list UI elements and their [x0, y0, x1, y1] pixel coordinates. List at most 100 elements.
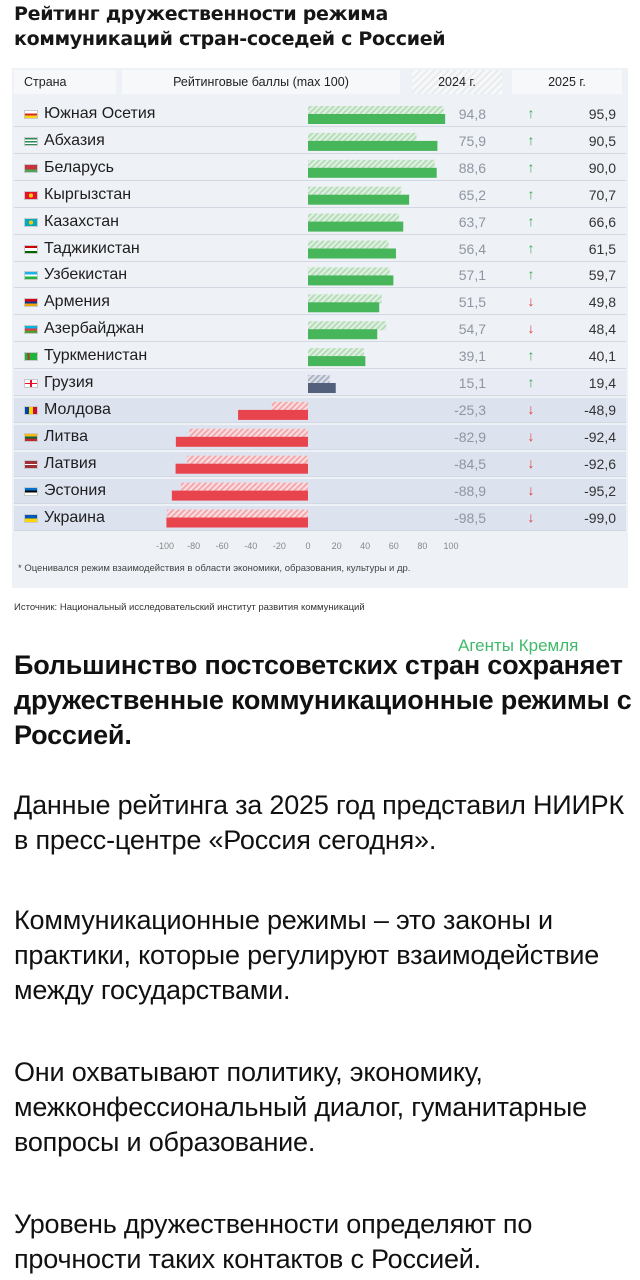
value-2024: -84,5 [454, 455, 486, 472]
country-name: Абхазия [44, 131, 105, 149]
flag-moldova-icon [24, 405, 38, 415]
x-tick-label: 20 [331, 541, 342, 551]
arrow-up-icon: ↑ [527, 185, 535, 202]
country-name: Беларусь [44, 158, 114, 176]
bar-2024 [271, 401, 308, 411]
bar-2025 [308, 248, 396, 259]
bar-2024 [308, 240, 389, 250]
arrow-down-icon: ↓ [527, 400, 535, 417]
bar-2025 [308, 383, 336, 393]
value-2025: 66,6 [588, 213, 616, 230]
country-name: Армения [44, 293, 110, 311]
bar-2024 [308, 159, 435, 169]
bar-2025 [308, 356, 366, 367]
bar-2025 [308, 167, 437, 178]
value-2024: 88,6 [458, 159, 486, 176]
post-paragraph-2: Коммуникационные режимы – это законы и п… [14, 905, 600, 1005]
flag-south-ossetia-icon [24, 110, 38, 119]
bar-2024 [167, 509, 308, 519]
arrow-up-icon: ↑ [527, 374, 535, 390]
flag-georgia-icon [24, 379, 38, 388]
arrow-up-icon: ↑ [527, 266, 535, 283]
country-name: Казахстан [44, 212, 119, 230]
value-2025: 90,5 [588, 132, 616, 149]
value-2025: -99,0 [584, 509, 616, 526]
value-2025: -92,4 [584, 428, 616, 445]
table-row: Кыргызстан 65,2 ↑ 70,7 [14, 183, 626, 208]
bar-2024 [308, 321, 387, 331]
x-tick-label: 0 [305, 541, 311, 551]
value-2024: 75,9 [458, 132, 486, 149]
post-paragraph-3: Они охватывают политику, экономику, межк… [14, 1057, 587, 1157]
value-2025: 61,5 [588, 240, 616, 257]
header-2025: 2025 г. [512, 70, 622, 94]
country-name: Эстония [44, 481, 106, 499]
arrow-down-icon: ↓ [527, 427, 535, 444]
value-2024: 56,4 [458, 240, 486, 257]
arrow-up-icon: ↑ [527, 158, 535, 175]
table-row: Южная Осетия 94,8 ↑ 95,9 [14, 102, 626, 127]
country-name: Латвия [44, 454, 97, 472]
value-2024: 94,8 [458, 106, 486, 122]
flag-latvia-icon [24, 459, 38, 469]
bar-2025 [308, 140, 438, 151]
bar-2025 [308, 114, 446, 124]
chart-title-line-2: коммуникаций стран-соседей с Россией [14, 28, 446, 50]
country-name: Кыргызстан [44, 185, 132, 203]
chart-footnote: * Оценивался режим взаимодействия в обла… [18, 563, 411, 574]
header-2024: 2024 г. [412, 70, 502, 94]
bar-2025 [175, 436, 308, 447]
bar-2024 [308, 348, 364, 358]
country-name: Украина [44, 508, 105, 526]
post-paragraph-1: Данные рейтинга за 2025 год представил Н… [14, 790, 625, 855]
post-headline: Большинство постсоветских стран сохраняе… [14, 650, 632, 750]
value-2025: -95,2 [584, 482, 616, 499]
flag-armenia-icon [24, 298, 38, 308]
bar-2024 [308, 375, 330, 384]
chart-title: Рейтинг дружественности режима коммуника… [14, 2, 614, 52]
flag-azerbaijan-icon [24, 325, 38, 335]
arrow-down-icon: ↓ [527, 293, 535, 310]
x-tick-label: 60 [388, 541, 399, 551]
value-2024: -82,9 [454, 428, 486, 445]
value-2025: 48,4 [588, 321, 616, 338]
value-2024: 51,5 [458, 294, 486, 311]
bar-2024 [308, 106, 444, 115]
table-row: Азербайджан 54,7 ↓ 48,4 [14, 317, 626, 343]
flag-kyrgyzstan-icon [24, 190, 38, 200]
bar-2025 [166, 517, 308, 528]
x-tick-label: 40 [360, 541, 371, 551]
bar-2024 [308, 132, 417, 142]
table-row: Узбекистан 57,1 ↑ 59,7 [14, 263, 626, 289]
header-country: Страна [14, 70, 116, 94]
flag-kazakhstan-icon [24, 217, 38, 227]
bar-2024 [308, 213, 400, 223]
arrow-up-icon: ↑ [527, 212, 535, 229]
arrow-down-icon: ↓ [527, 508, 535, 525]
arrow-down-icon: ↓ [527, 481, 535, 498]
value-2024: 39,1 [458, 348, 486, 365]
table-row: Казахстан 63,7 ↑ 66,6 [14, 210, 626, 235]
bar-2025 [308, 329, 378, 340]
value-2025: 40,1 [588, 348, 616, 365]
x-tick-label: -40 [244, 541, 258, 551]
bar-2025 [171, 490, 308, 501]
value-2024: 54,7 [458, 321, 486, 338]
header-score: Рейтинговые баллы (max 100) [122, 70, 400, 94]
bar-chart [166, 106, 446, 528]
flag-abkhazia-icon [24, 136, 38, 146]
table-row: Молдова -25,3 ↓ -48,9 [14, 397, 626, 423]
chart-source: Источник: Национальный исследовательский… [14, 602, 365, 613]
flag-uzbekistan-icon [24, 271, 38, 281]
bar-2025 [175, 463, 308, 474]
x-tick-label: 80 [417, 541, 428, 551]
x-tick-label: -20 [272, 541, 286, 551]
table-row: Армения 51,5 ↓ 49,8 [14, 290, 626, 316]
bar-2025 [308, 221, 404, 232]
value-2024: -25,3 [454, 401, 486, 418]
table-row: Латвия -84,5 ↓ -92,6 [14, 451, 626, 477]
x-tick-label: 100 [443, 541, 459, 551]
value-2024: -88,9 [454, 482, 486, 499]
value-2025: 95,9 [588, 106, 616, 122]
arrow-down-icon: ↓ [527, 320, 535, 337]
